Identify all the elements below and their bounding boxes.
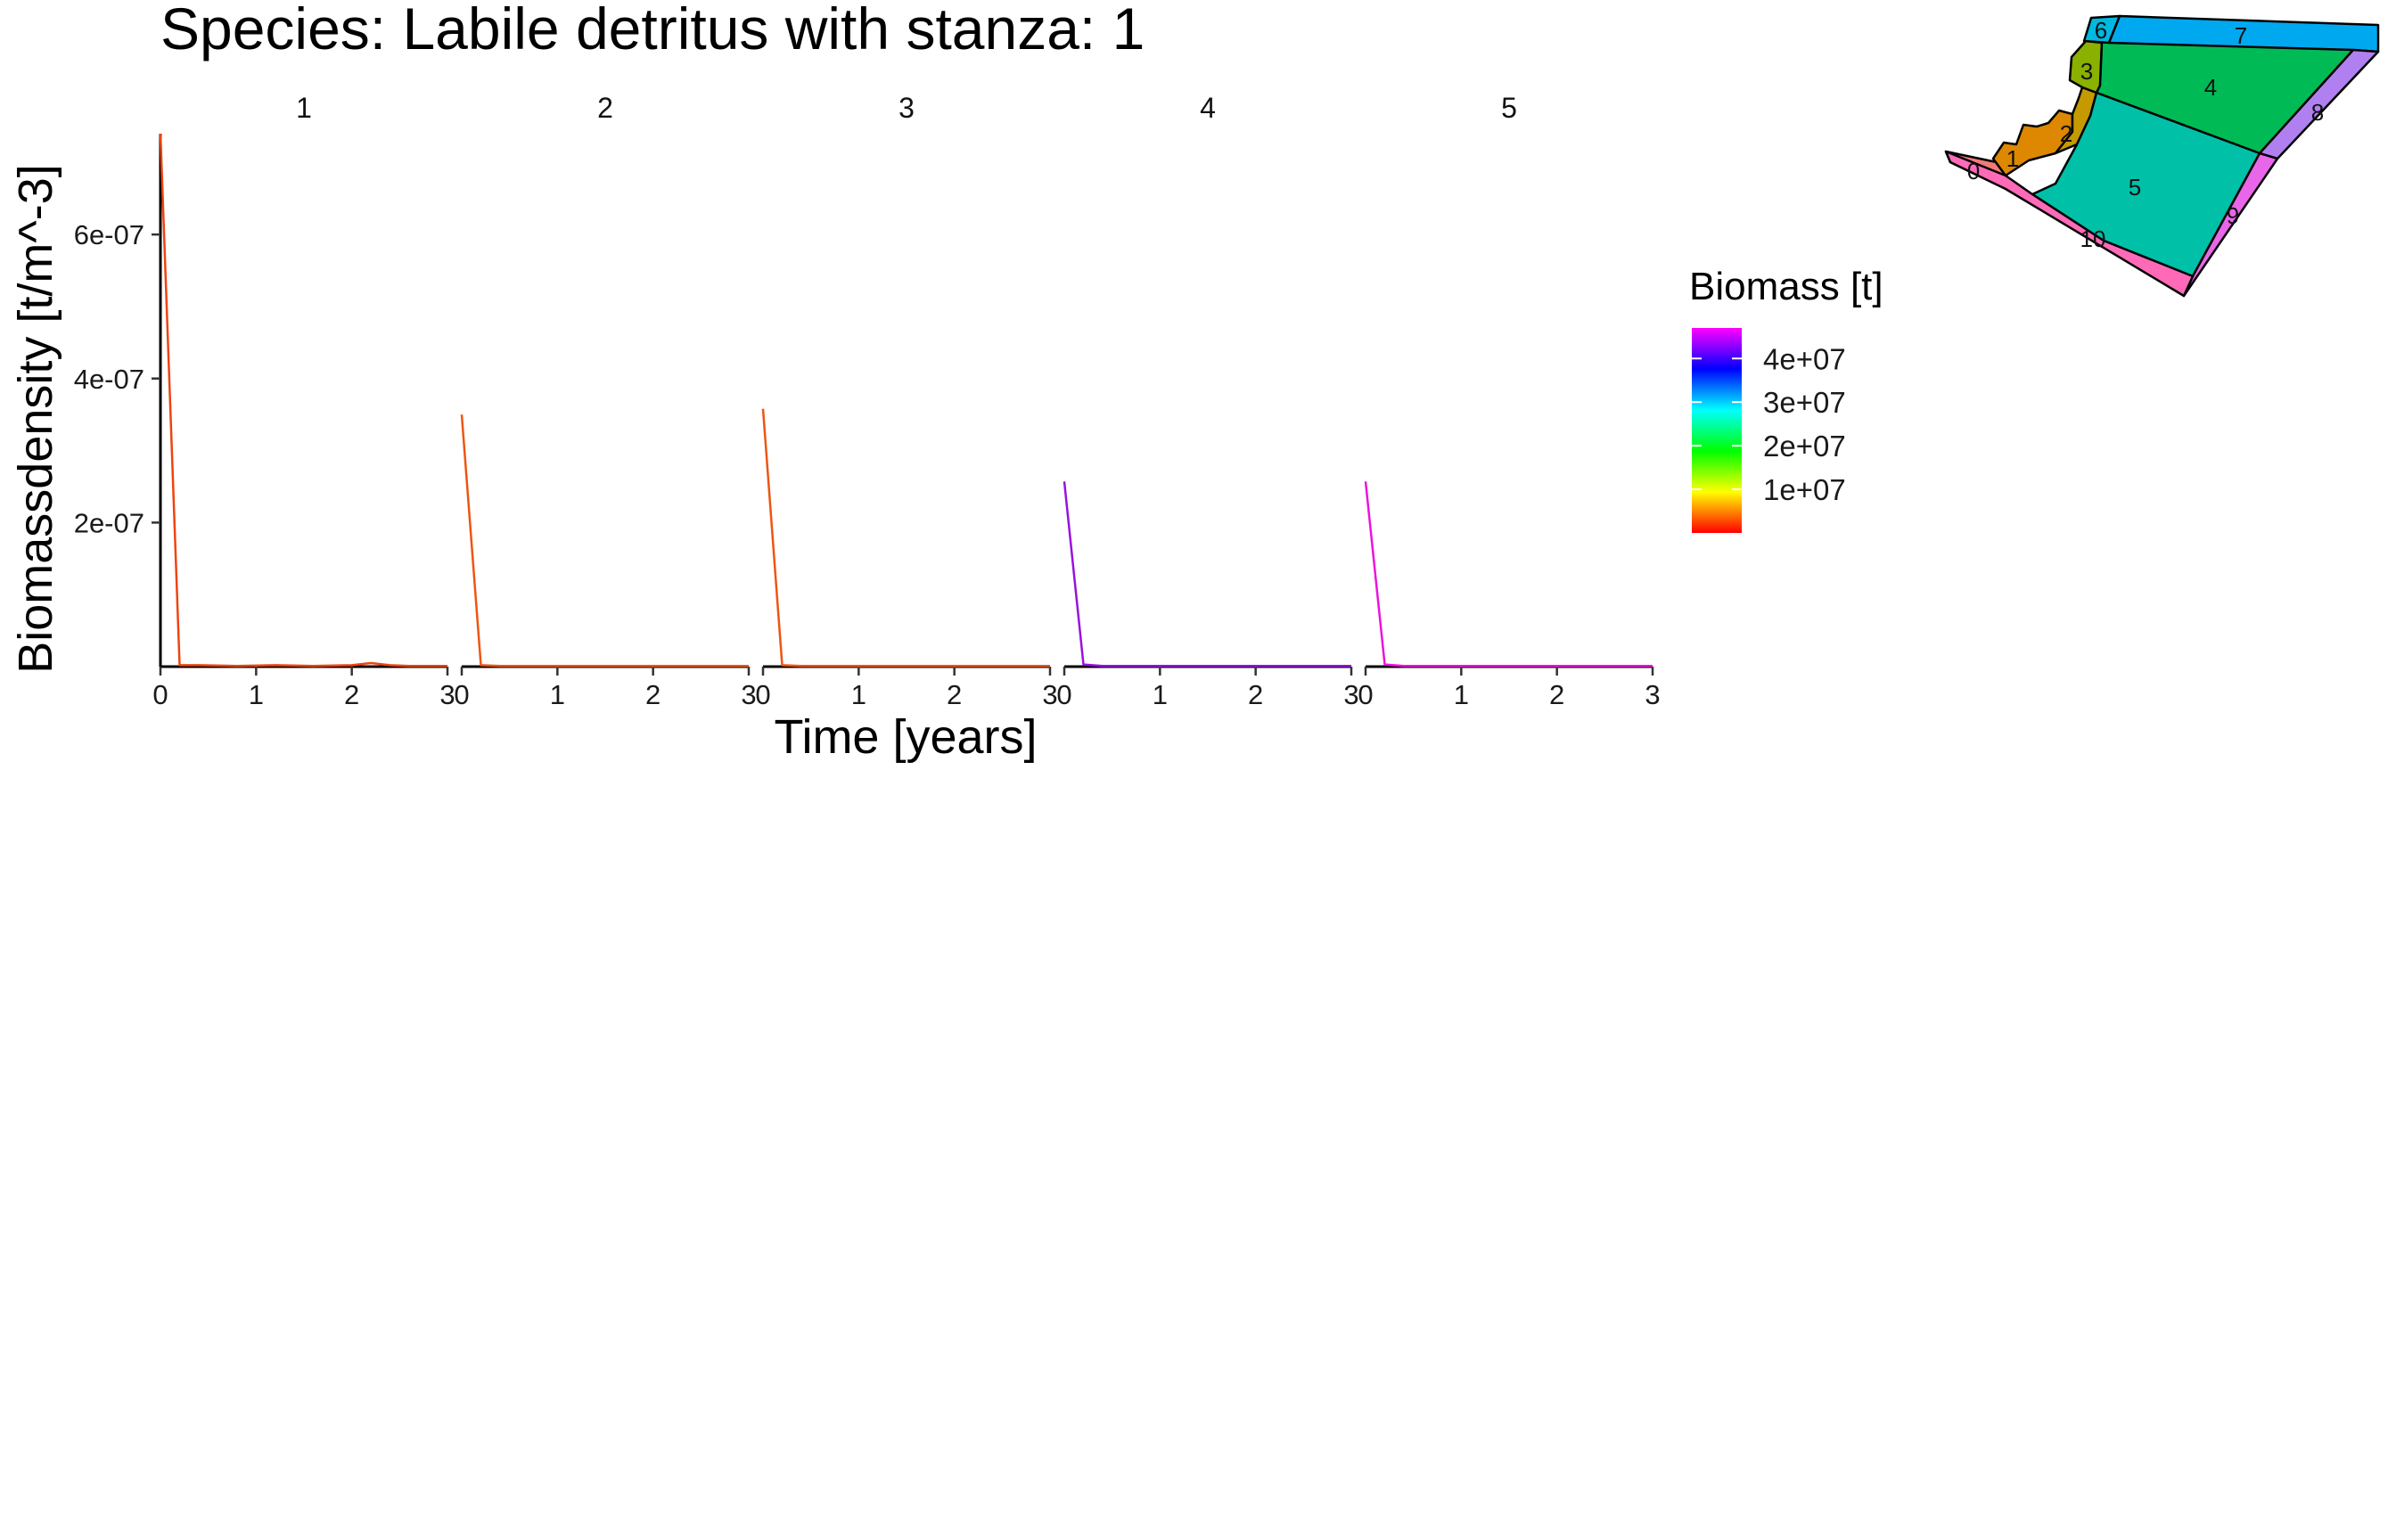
map-box-label: 2 <box>2060 120 2072 147</box>
x-tick-label: 2 <box>645 679 661 710</box>
x-tick-label: 0 <box>152 679 168 710</box>
map-box <box>1944 150 2195 298</box>
legend-tick-label: 1e+07 <box>1763 473 1846 506</box>
map-box-label: 8 <box>2311 99 2324 126</box>
x-tick-label: 3 <box>741 679 756 710</box>
x-tick-label: 1 <box>851 679 866 710</box>
x-tick-label: 0 <box>1358 679 1373 710</box>
box-map: 0 1 2 3 4 5 6 7 8 9 10 <box>1944 14 2380 298</box>
x-tick-label: 2 <box>1248 679 1263 710</box>
x-tick-label: 3 <box>1343 679 1358 710</box>
map-box-label: 5 <box>2129 174 2141 201</box>
map-box-label: 0 <box>1967 158 1980 184</box>
legend: Biomass [t] 1e+07 2e+07 3e+07 4e+07 <box>1689 265 1883 533</box>
y-axis-title: Biomassdensity [t/m^-3] <box>9 164 62 674</box>
legend-tick-label: 3e+07 <box>1763 386 1846 419</box>
x-tick-label: 0 <box>755 679 770 710</box>
map-box-label: 10 <box>2080 225 2106 252</box>
facet-strip-label: 1 <box>296 92 312 124</box>
series-line <box>1063 481 1351 668</box>
x-tick-label: 1 <box>1153 679 1168 710</box>
x-tick-label: 0 <box>454 679 469 710</box>
map-box-label: 3 <box>2080 58 2093 85</box>
facet-strip-label: 2 <box>597 92 613 124</box>
legend-tick-label: 4e+07 <box>1763 342 1846 375</box>
x-tick-label: 3 <box>1042 679 1057 710</box>
legend-colorbar <box>1692 328 1742 533</box>
series-line <box>460 414 749 668</box>
map-box <box>1991 109 2074 177</box>
series-line <box>159 133 447 668</box>
map-box <box>2107 14 2380 53</box>
facet-strip-label: 3 <box>898 92 915 124</box>
x-tick-label: 2 <box>947 679 962 710</box>
facet-strip-label: 4 <box>1200 92 1216 124</box>
series-line <box>1364 481 1653 668</box>
y-tick-label: 2e-07 <box>74 507 144 538</box>
legend-title: Biomass [t] <box>1689 265 1883 308</box>
x-tick-label: 1 <box>1454 679 1469 710</box>
x-tick-label: 1 <box>550 679 565 710</box>
series-line <box>761 408 1050 668</box>
map-box-label: 6 <box>2095 17 2107 44</box>
x-tick-label: 2 <box>1549 679 1564 710</box>
x-tick-label: 0 <box>1056 679 1071 710</box>
x-tick-label: 1 <box>249 679 264 710</box>
facet-strip-label: 5 <box>1501 92 1517 124</box>
x-tick-label: 3 <box>1645 679 1660 710</box>
map-box-label: 4 <box>2204 74 2217 101</box>
y-tick-label: 6e-07 <box>74 219 144 250</box>
chart-title: Species: Labile detritus with stanza: 1 <box>160 0 1145 61</box>
x-tick-label: 3 <box>439 679 455 710</box>
map-box-label: 1 <box>2006 145 2019 172</box>
map-box-label: 7 <box>2235 22 2247 49</box>
legend-tick-label: 2e+07 <box>1763 430 1846 463</box>
x-axis-title: Time [years] <box>774 710 1037 764</box>
x-tick-label: 2 <box>344 679 359 710</box>
y-tick-label: 4e-07 <box>74 364 144 395</box>
map-box-label: 9 <box>2227 202 2239 229</box>
